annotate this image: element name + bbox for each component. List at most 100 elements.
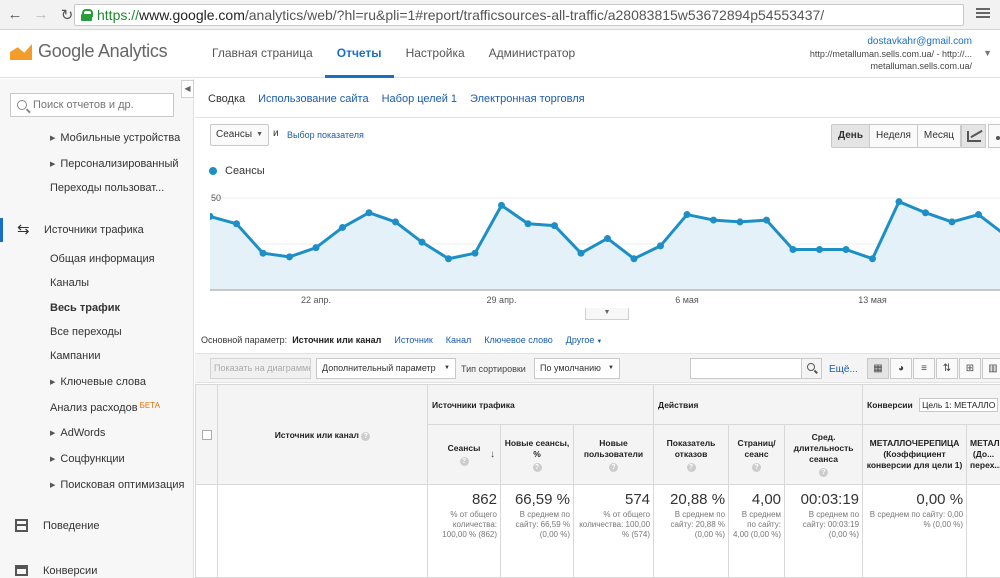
select-all-checkbox[interactable] (201, 429, 212, 440)
data-point[interactable] (471, 249, 479, 257)
sidebar-item-custom[interactable]: ▶ Персонализированный (0, 152, 193, 176)
data-point[interactable] (233, 220, 240, 228)
dim-source[interactable]: Источник (394, 335, 433, 345)
data-point[interactable] (498, 201, 505, 209)
nav-reports[interactable]: Отчеты (324, 30, 394, 78)
data-point[interactable] (736, 218, 744, 226)
dim-source-medium[interactable]: Источник или канал (292, 335, 382, 345)
data-point[interactable] (842, 246, 850, 254)
help-icon[interactable]: ? (752, 462, 762, 472)
col-new-users[interactable]: Новые пользователи? (572, 424, 655, 485)
sidebar-section-traffic[interactable]: ⇆ Источники трафика (0, 218, 193, 242)
sidebar-item-mobile[interactable]: ▶ Мобильные устройства (0, 126, 193, 150)
help-icon[interactable]: ? (532, 462, 542, 472)
data-point[interactable] (657, 242, 664, 250)
data-point[interactable] (816, 246, 823, 254)
address-bar[interactable]: https://www.google.com/analytics/web/?hl… (74, 4, 964, 26)
dim-other[interactable]: Другое ▼ (566, 335, 603, 345)
secondary-dimension-select[interactable]: Дополнительный параметр ▼ (316, 358, 456, 379)
help-icon[interactable]: ? (361, 431, 371, 441)
col-bounce-rate[interactable]: Показатель отказов? (653, 424, 730, 485)
data-point[interactable] (445, 255, 452, 263)
data-point[interactable] (259, 249, 267, 257)
data-point[interactable] (710, 216, 717, 224)
view-pivot-button[interactable]: ⊞ (959, 358, 981, 379)
pick-metric-link[interactable]: Выбор показателя (287, 130, 364, 140)
view-comparison-button[interactable]: ⇅ (936, 358, 958, 379)
sidebar-item-cost-analysis[interactable]: Анализ расходов БЕТА (0, 394, 193, 418)
goal-select[interactable]: Цель 1: МЕТАЛЛО (919, 397, 999, 412)
data-point[interactable] (922, 209, 929, 217)
table-search-button[interactable] (801, 359, 821, 378)
view-performance-button[interactable]: ≡ (913, 358, 935, 379)
data-point[interactable] (339, 223, 346, 231)
period-day-button[interactable]: День (832, 125, 869, 147)
period-month-button[interactable]: Месяц (916, 125, 961, 147)
data-point[interactable] (869, 255, 876, 263)
data-point[interactable] (365, 209, 373, 217)
advanced-link[interactable]: Ещё... (829, 364, 858, 375)
data-point[interactable] (551, 222, 558, 230)
view-pie-button[interactable]: ◕ (890, 358, 912, 379)
sidebar-item-seo[interactable]: ▶ Поисковая оптимизация (0, 473, 193, 497)
collapse-sidebar-button[interactable]: ◀ (181, 80, 194, 98)
data-point[interactable] (312, 244, 320, 252)
data-point[interactable] (763, 216, 770, 224)
sidebar-item-adwords[interactable]: ▶ AdWords (0, 421, 193, 445)
line-chart-button[interactable] (961, 124, 986, 148)
account-selector[interactable]: dostavkahr@gmail.com http://metalluman.s… (810, 36, 972, 72)
help-icon[interactable]: ? (819, 468, 829, 477)
forward-icon[interactable]: → (33, 6, 49, 23)
sidebar-item-all-traffic[interactable]: Весь трафик (0, 296, 193, 320)
data-point[interactable] (895, 198, 903, 206)
report-search[interactable] (10, 93, 174, 117)
data-point[interactable] (630, 255, 638, 263)
back-icon[interactable]: ← (7, 6, 23, 23)
data-point[interactable] (789, 246, 797, 254)
sidebar-section-conversions[interactable]: Конверсии (0, 559, 193, 578)
table-search-input[interactable] (690, 358, 822, 379)
data-point[interactable] (948, 218, 956, 226)
sidebar-item-social[interactable]: ▶ Соцфункции (0, 447, 193, 471)
nav-settings[interactable]: Настройка (405, 46, 465, 60)
motion-chart-button[interactable] (988, 124, 1000, 148)
view-termcloud-button[interactable]: ▥ (982, 358, 1000, 379)
col-new-sessions[interactable]: Новые сеансы, %? (500, 424, 574, 485)
metric-select[interactable]: Сеансы ▼ (210, 124, 269, 146)
sidebar-item-channels[interactable]: Каналы (0, 271, 193, 295)
sort-type-select[interactable]: По умолчанию ▼ (534, 358, 620, 379)
chevron-down-icon[interactable]: ▼ (983, 48, 992, 58)
nav-home[interactable]: Главная страница (212, 46, 313, 60)
view-data-button[interactable]: ▦ (867, 358, 889, 379)
help-icon[interactable]: ? (686, 462, 696, 472)
help-icon[interactable]: ? (609, 462, 619, 472)
data-point[interactable] (210, 212, 214, 220)
sidebar-item-overview[interactable]: Общая информация (0, 247, 193, 271)
data-point[interactable] (604, 234, 611, 242)
plot-rows-button[interactable]: Показать на диаграмме (210, 358, 311, 379)
data-point[interactable] (683, 211, 691, 219)
col-sessions[interactable]: Сеансы? ↓ (427, 424, 501, 485)
data-point[interactable] (524, 220, 532, 228)
reload-icon[interactable]: ↻ (60, 6, 74, 24)
source-medium-header[interactable]: Источник или канал ? (217, 384, 428, 485)
data-point[interactable] (286, 253, 293, 261)
data-point[interactable] (418, 238, 426, 246)
collapse-chart-handle[interactable]: ▼ (585, 308, 629, 320)
col-pages-per-session[interactable]: Страниц/ сеанс? (728, 424, 786, 485)
tab-goal-set[interactable]: Набор целей 1 (381, 93, 458, 105)
nav-admin[interactable]: Администратор (488, 46, 576, 60)
tab-site-usage[interactable]: Использование сайта (258, 93, 369, 105)
sidebar-item-flow[interactable]: Переходы пользоват... (0, 176, 193, 200)
data-point[interactable] (392, 218, 399, 226)
help-icon[interactable]: ? (459, 457, 469, 466)
col-goal-conversion[interactable]: МЕТАЛЛОЧЕРЕПИЦА (Коэффициент конверсии д… (862, 424, 968, 485)
tab-ecommerce[interactable]: Электронная торговля (470, 93, 585, 105)
sidebar-item-campaigns[interactable]: Кампании (0, 344, 193, 368)
sidebar-item-referrals[interactable]: Все переходы (0, 320, 193, 344)
period-week-button[interactable]: Неделя (869, 125, 917, 147)
col-goal-next[interactable]: МЕТАЛ (До... перех... (966, 424, 1000, 485)
data-point[interactable] (975, 211, 982, 219)
dim-medium[interactable]: Канал (445, 335, 472, 345)
col-avg-duration[interactable]: Сред. длительность сеанса? (784, 424, 864, 485)
